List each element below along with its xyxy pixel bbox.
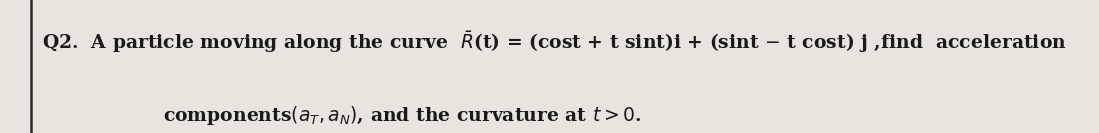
- Text: Q2.  A particle moving along the curve  $\bar{R}$(t) = (cost + t sint)i + (sint : Q2. A particle moving along the curve $\…: [42, 29, 1066, 55]
- Text: components$(a_T, a_N)$, and the curvature at $t > 0$.: components$(a_T, a_N)$, and the curvatur…: [163, 104, 641, 127]
